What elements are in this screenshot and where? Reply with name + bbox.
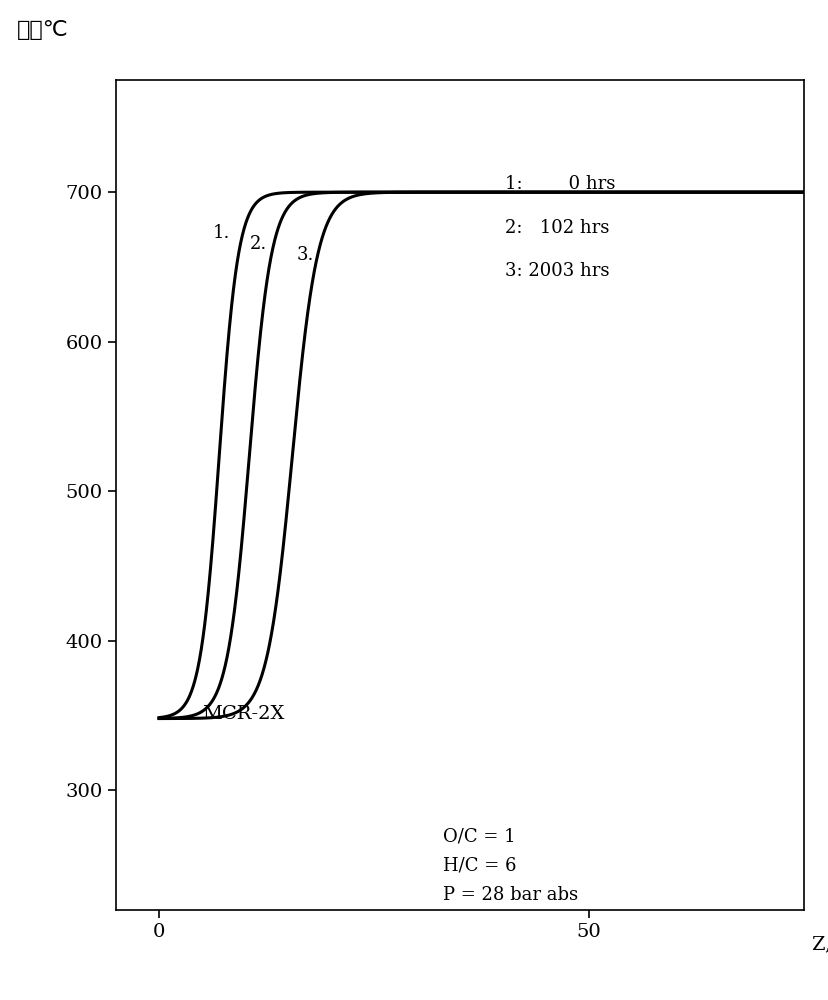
Text: 2.: 2. — [249, 235, 267, 253]
Text: 温度℃: 温度℃ — [17, 20, 68, 40]
Text: 1:        0 hrs: 1: 0 hrs — [504, 175, 614, 193]
Text: 2:   102 hrs: 2: 102 hrs — [504, 219, 609, 237]
Text: MCR-2X: MCR-2X — [202, 705, 284, 723]
Text: Z, cm: Z, cm — [811, 935, 828, 953]
Text: 3: 2003 hrs: 3: 2003 hrs — [504, 262, 609, 280]
Text: O/C = 1
H/C = 6
P = 28 bar abs: O/C = 1 H/C = 6 P = 28 bar abs — [442, 828, 577, 904]
Text: 1.: 1. — [212, 224, 229, 242]
Text: 3.: 3. — [296, 246, 314, 264]
